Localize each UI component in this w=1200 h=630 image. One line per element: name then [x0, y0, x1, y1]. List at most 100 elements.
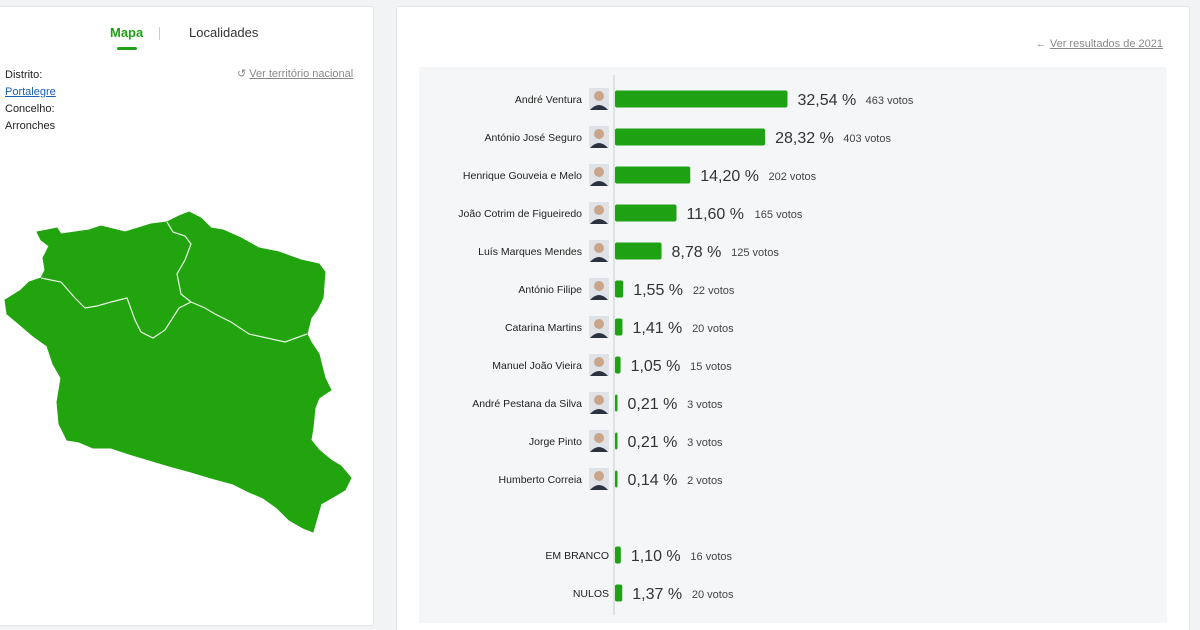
- photo-body: [590, 219, 608, 224]
- district-label: Distrito:: [5, 69, 43, 81]
- votes-label: 2 votos: [687, 475, 723, 487]
- photo-body: [590, 333, 608, 338]
- results-panel: ← Ver resultados de 2021 André Ventura 32…: [396, 6, 1190, 630]
- view-tabs: Mapa Localidades: [0, 25, 375, 55]
- percentage-label: 8,78 %: [672, 244, 722, 261]
- photo-body: [590, 485, 608, 490]
- result-bar[interactable]: [615, 584, 623, 602]
- location-info: Distrito: Portalegre Concelho: Arronches: [5, 67, 56, 135]
- photo-body: [590, 105, 608, 110]
- active-tab-indicator: [117, 47, 137, 50]
- percentage-label: 0,21 %: [628, 396, 678, 413]
- candidate-name: António Filipe: [518, 284, 582, 296]
- map-internal-border-west: [40, 277, 192, 339]
- result-bar[interactable]: [615, 432, 618, 450]
- photo-head: [594, 129, 604, 139]
- result-bar[interactable]: [615, 318, 623, 336]
- votes-label: 3 votos: [687, 437, 723, 449]
- votes-label: 463 votos: [866, 95, 914, 107]
- result-bar[interactable]: [615, 90, 788, 108]
- result-bar[interactable]: [615, 280, 624, 298]
- result-bar[interactable]: [615, 128, 766, 146]
- percentage-label: 1,05 %: [631, 358, 681, 375]
- result-bar[interactable]: [615, 470, 618, 488]
- votes-label: 20 votos: [692, 589, 734, 601]
- candidate-photo: [589, 392, 609, 414]
- photo-head: [594, 281, 604, 291]
- photo-body: [590, 257, 608, 262]
- tab-divider: [159, 27, 160, 40]
- tab-localities-label: Localidades: [189, 25, 259, 40]
- candidate-photo: [589, 430, 609, 452]
- photo-body: [590, 371, 608, 376]
- candidate-photo: [589, 468, 609, 490]
- candidate-name: Manuel João Vieira: [492, 360, 582, 372]
- votes-label: 165 votos: [755, 209, 803, 221]
- photo-head: [594, 433, 604, 443]
- votes-label: 3 votos: [687, 399, 723, 411]
- municipality-label: Concelho:: [5, 103, 55, 115]
- candidate-photo: [589, 354, 609, 376]
- percentage-label: 0,14 %: [628, 472, 678, 489]
- map-internal-border-east: [190, 301, 308, 343]
- result-bar[interactable]: [615, 166, 691, 184]
- candidate-name: Jorge Pinto: [529, 436, 582, 448]
- arrow-left-icon: ←: [1035, 38, 1047, 50]
- result-bar[interactable]: [615, 394, 618, 412]
- candidate-photo: [589, 126, 609, 148]
- percentage-label: 1,10 %: [631, 548, 681, 565]
- photo-body: [590, 447, 608, 452]
- photo-body: [590, 295, 608, 300]
- candidate-name: Luís Marques Mendes: [478, 246, 582, 258]
- national-territory-link[interactable]: ↺ Ver território nacional: [237, 67, 353, 80]
- percentage-label: 1,37 %: [632, 586, 682, 603]
- tab-map-label: Mapa: [110, 25, 144, 40]
- photo-head: [594, 319, 604, 329]
- photo-head: [594, 243, 604, 253]
- votes-label: 22 votos: [693, 285, 735, 297]
- votes-label: 15 votos: [690, 361, 732, 373]
- percentage-label: 28,32 %: [775, 130, 834, 147]
- candidate-name: Catarina Martins: [505, 322, 582, 334]
- photo-body: [590, 409, 608, 414]
- percentage-label: 1,41 %: [632, 320, 682, 337]
- percentage-label: 1,55 %: [633, 282, 683, 299]
- votes-label: 202 votos: [768, 171, 816, 183]
- candidate-name: Henrique Gouveia e Melo: [463, 170, 582, 182]
- results-chart: André Ventura 32,54 % 463 votos António Jos…: [419, 67, 1167, 623]
- previous-results-label: Ver resultados de 2021: [1049, 38, 1163, 50]
- map-internal-border-north: [166, 221, 192, 303]
- votes-label: 403 votos: [843, 133, 891, 145]
- photo-head: [594, 395, 604, 405]
- photo-head: [594, 91, 604, 101]
- municipality-map: [4, 211, 352, 533]
- percentage-label: 0,21 %: [628, 434, 678, 451]
- result-bar[interactable]: [615, 242, 662, 260]
- candidate-name: NULOS: [573, 588, 609, 600]
- result-bar[interactable]: [615, 546, 621, 564]
- result-bar[interactable]: [615, 204, 677, 222]
- candidate-name: João Cotrim de Figueiredo: [458, 208, 582, 220]
- votes-label: 16 votos: [690, 551, 732, 563]
- percentage-label: 32,54 %: [797, 92, 856, 109]
- candidate-photo: [589, 202, 609, 224]
- photo-head: [594, 205, 604, 215]
- tab-map[interactable]: Mapa: [110, 25, 144, 50]
- municipality-value: Arronches: [5, 120, 56, 132]
- result-bar[interactable]: [615, 356, 621, 374]
- photo-head: [594, 357, 604, 367]
- photo-body: [590, 181, 608, 186]
- candidate-photo: [589, 316, 609, 338]
- photo-body: [590, 143, 608, 148]
- tab-localities[interactable]: Localidades: [189, 25, 258, 40]
- candidate-name: André Pestana da Silva: [472, 398, 582, 410]
- percentage-label: 14,20 %: [700, 168, 759, 185]
- photo-head: [594, 167, 604, 177]
- candidate-name: EM BRANCO: [545, 550, 609, 562]
- map-region-outline[interactable]: [4, 211, 352, 533]
- district-link[interactable]: Portalegre: [5, 86, 56, 98]
- previous-results-link[interactable]: ← Ver resultados de 2021: [1036, 38, 1163, 50]
- candidate-name: António José Seguro: [485, 132, 583, 144]
- results-bar-chart: André Ventura 32,54 % 463 votos António Jos…: [458, 75, 914, 615]
- undo-icon: ↺: [237, 68, 247, 80]
